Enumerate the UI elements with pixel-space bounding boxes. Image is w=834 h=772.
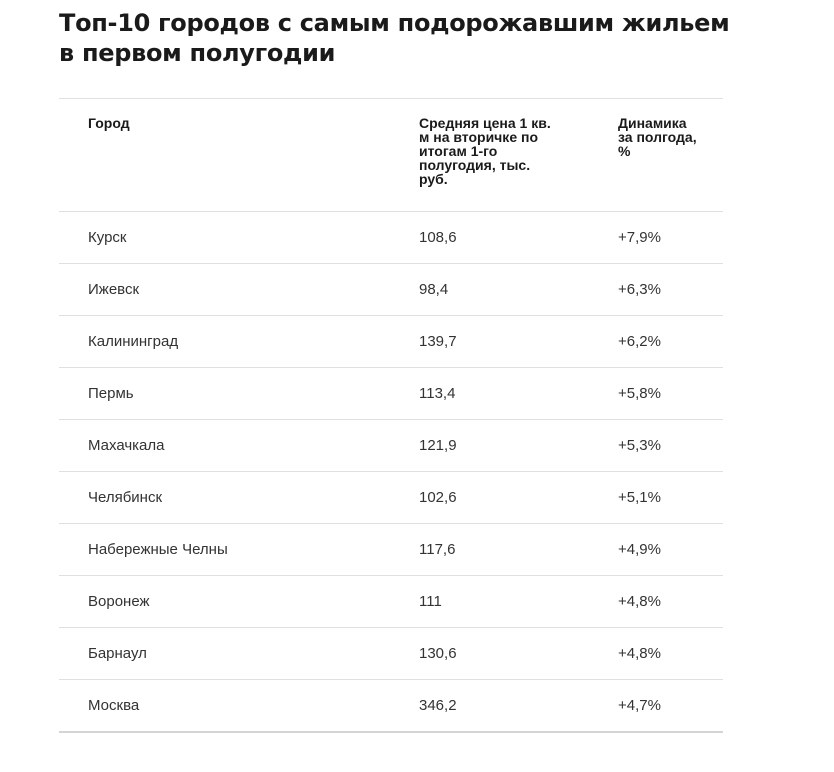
data-table: Город Средняя цена 1 кв. м на вторичке п… <box>59 98 723 733</box>
header-price: Средняя цена 1 кв. м на вторичке по итог… <box>419 115 551 187</box>
table-header-row: Город Средняя цена 1 кв. м на вторичке п… <box>59 99 723 212</box>
cell-change: +5,3% <box>618 437 661 454</box>
cell-city: Калининград <box>88 333 179 350</box>
table-row: Махачкала 121,9 +5,3% <box>59 420 723 472</box>
cell-price: 130,6 <box>419 645 457 662</box>
cell-price: 139,7 <box>419 333 457 350</box>
cell-city: Воронеж <box>88 593 150 610</box>
cell-change: +4,9% <box>618 541 661 558</box>
header-change: Динамика за полгода, % <box>618 115 697 159</box>
table-row: Ижевск 98,4 +6,3% <box>59 264 723 316</box>
cell-city: Москва <box>88 697 140 714</box>
cell-change: +7,9% <box>618 229 661 246</box>
table-row: Набережные Челны 117,6 +4,9% <box>59 524 723 576</box>
cell-price: 111 <box>419 593 442 610</box>
cell-change: +4,8% <box>618 645 661 662</box>
cell-price: 108,6 <box>419 229 457 246</box>
cell-city: Ижевск <box>88 281 140 298</box>
table-row: Барнаул 130,6 +4,8% <box>59 628 723 680</box>
table-row: Челябинск 102,6 +5,1% <box>59 472 723 524</box>
cell-price: 98,4 <box>419 281 449 298</box>
table-row: Москва 346,2 +4,7% <box>59 680 723 733</box>
cell-city: Махачкала <box>88 437 165 454</box>
table-row: Курск 108,6 +7,9% <box>59 212 723 264</box>
cell-change: +6,2% <box>618 333 661 350</box>
cell-price: 113,4 <box>419 385 456 402</box>
cell-price: 121,9 <box>419 437 457 454</box>
page-title: Топ-10 городов с самым подорожавшим жиль… <box>59 9 730 67</box>
table-row: Воронеж 111 +4,8% <box>59 576 723 628</box>
table-row: Пермь 113,4 +5,8% <box>59 368 723 420</box>
cell-price: 117,6 <box>419 541 456 558</box>
cell-city: Барнаул <box>88 645 147 662</box>
cell-change: +5,1% <box>618 489 661 506</box>
cell-city: Курск <box>88 229 127 246</box>
cell-price: 102,6 <box>419 489 457 506</box>
cell-change: +5,8% <box>618 385 661 402</box>
table-row: Калининград 139,7 +6,2% <box>59 316 723 368</box>
cell-change: +4,7% <box>618 697 661 714</box>
header-city: Город <box>88 115 130 131</box>
cell-city: Набережные Челны <box>88 541 228 558</box>
cell-city: Челябинск <box>88 489 163 506</box>
cell-price: 346,2 <box>419 697 457 714</box>
cell-change: +6,3% <box>618 281 661 298</box>
article-content: Топ-10 городов с самым подорожавшим жиль… <box>59 8 730 733</box>
table-body: Курск 108,6 +7,9% Ижевск 98,4 +6,3% Калинингра… <box>59 212 723 733</box>
cell-change: +4,8% <box>618 593 661 610</box>
cell-city: Пермь <box>88 385 134 402</box>
